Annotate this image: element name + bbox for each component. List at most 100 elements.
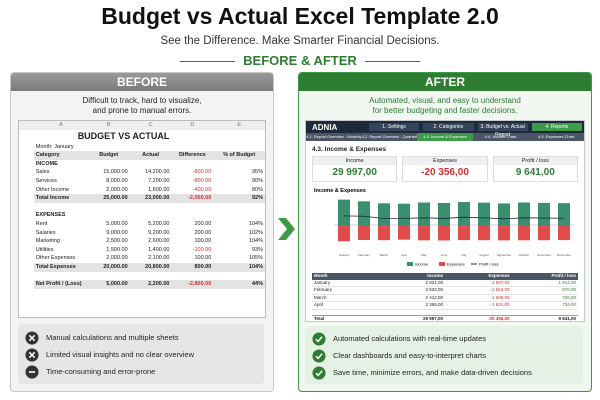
column-letter: B — [106, 122, 111, 128]
kpi: Income 29 997,00 — [312, 156, 398, 182]
cons-box: Manual calculations and multiple sheets L… — [18, 324, 264, 384]
cell: Sales — [35, 169, 50, 176]
data-row: Rent 5,000.00 5,200.00 200.00 104% — [19, 219, 265, 229]
cell: 104% — [248, 220, 263, 227]
gap — [19, 176, 34, 186]
icon — [25, 364, 39, 379]
bar — [398, 225, 410, 240]
icon — [25, 330, 39, 345]
chart-title: Income & Expenses — [314, 188, 366, 194]
header-row: Category Budget Actual Difference % of Budge… — [19, 151, 265, 160]
subtab: 4.1. Report Overview - Monthly — [306, 134, 362, 139]
cell: 95% — [251, 169, 263, 176]
point-text: Clear dashboards and easy-to-interpret c… — [333, 351, 486, 360]
header-cell: % of Budget — [223, 152, 256, 159]
app-window: ADNIA 1. Settings 2. Categories 3. Budget v… — [305, 120, 585, 322]
cell: 970,00 — [562, 287, 576, 292]
x-tick-label: January — [339, 253, 350, 257]
total-row: Total 29 997,00 -20 356,00 9 641,00 — [312, 315, 578, 321]
subtab: 4.4. Income Chart — [484, 134, 517, 139]
cell: 29 997,00 — [422, 315, 443, 321]
bar — [518, 202, 530, 225]
cell: April — [314, 302, 324, 307]
rule — [365, 61, 420, 62]
tab: 3. Budget vs. Actual Report — [477, 123, 528, 138]
bar — [558, 225, 570, 241]
header-cell: Budget — [99, 152, 119, 159]
gap — [19, 237, 34, 246]
bar — [478, 202, 490, 225]
cell: 20,800.00 — [145, 263, 170, 270]
cell: 8,000.00 — [106, 177, 128, 184]
tab: 4. Reports — [531, 123, 582, 131]
cell: 90% — [251, 177, 263, 184]
bar — [378, 203, 390, 225]
cell: 1 014,00 — [558, 279, 576, 285]
icon — [312, 348, 326, 363]
kpis: Income 29 997,00 Expenses -20 356,00 Profit … — [306, 156, 584, 182]
gap — [19, 143, 34, 152]
x-tick-label: July — [461, 253, 467, 257]
cell: 20,000.00 — [103, 263, 128, 270]
section-row: EXPENSES — [19, 211, 265, 220]
cell: -20 356,00 — [487, 315, 510, 321]
gap — [19, 211, 34, 220]
point: Time-consuming and error-prone — [25, 364, 257, 379]
section-heading: INCOME — [35, 160, 58, 167]
subtab: 4.3. Income & Expenses — [417, 133, 473, 141]
chart: Income & Expenses January February March Apr… — [314, 188, 574, 267]
arrow — [278, 218, 295, 240]
cell: -1 686,00 — [490, 294, 510, 300]
cell: -2,800.00 — [188, 281, 212, 288]
line: for better budgeting and faster decision… — [372, 106, 518, 115]
column-letter: D — [190, 122, 195, 128]
point-text: Time-consuming and error-prone — [46, 367, 156, 376]
top-bar: ADNIA 1. Settings 2. Categories 3. Budget v… — [306, 121, 584, 138]
column-letter: E — [237, 122, 241, 128]
section-heading: EXPENSES — [35, 212, 66, 219]
point-text: Limited visual insights and no clear ove… — [46, 350, 194, 359]
cell: Month — [314, 273, 328, 278]
x-tick-label: September — [497, 253, 512, 257]
cell: Marketing — [35, 238, 60, 245]
column-letter: C — [148, 122, 153, 128]
cell: Utilities — [35, 246, 54, 253]
pros-box: Automated calculations with real-time up… — [305, 326, 583, 384]
cell: 100.00 — [194, 238, 212, 245]
header-cell: Actual — [142, 152, 159, 159]
bar — [438, 202, 450, 225]
cell: January — [314, 279, 331, 285]
kpi-value: 9 641,00 — [515, 167, 555, 178]
cell: 726,00 — [562, 294, 576, 300]
data-row: Net Profit / (Loss) 5,000.00 2,200.00 -2,80… — [19, 280, 265, 289]
cell: Expenses — [488, 273, 510, 278]
x-tick-label: December — [557, 253, 571, 257]
cell: 2,100.00 — [148, 255, 170, 262]
cell: 2,500.00 — [106, 238, 128, 245]
after-label: AFTER — [299, 73, 591, 91]
cell: 100.00 — [194, 255, 212, 262]
subtab: 4.2. Report Overview - Quarterly — [361, 134, 418, 139]
cell: 734,00 — [562, 302, 576, 307]
bar — [538, 225, 550, 241]
header-cell: Difference — [178, 152, 206, 159]
subtab: 4.5. Expenses Chart — [538, 134, 575, 139]
data-row: Marketing 2,500.00 2,600.00 100.00 104% — [19, 237, 265, 246]
cell: 92% — [251, 195, 263, 202]
icon — [312, 331, 326, 346]
point: Limited visual insights and no clear ove… — [25, 347, 257, 362]
legend-label: Income — [415, 262, 429, 267]
data-row: Other Expenses 2,000.00 2,100.00 100.00 105% — [19, 254, 265, 263]
cell: 14,200.00 — [145, 169, 170, 176]
cell: 5,200.00 — [148, 220, 170, 227]
bar — [558, 203, 570, 225]
row: March 2 412,00 -1 686,00 726,00 — [312, 294, 578, 302]
gap — [19, 203, 265, 212]
bar — [418, 225, 430, 241]
sub-bar: 4.1. Report Overview - Monthly 4.2. Repor… — [306, 133, 584, 141]
x-tick-label: October — [519, 253, 530, 257]
cell: 104% — [248, 238, 263, 245]
cell: 200.00 — [194, 229, 212, 236]
data-row: Salaries 9,000.00 9,200.00 200.00 102% — [19, 228, 265, 238]
cell: 102% — [248, 229, 263, 236]
